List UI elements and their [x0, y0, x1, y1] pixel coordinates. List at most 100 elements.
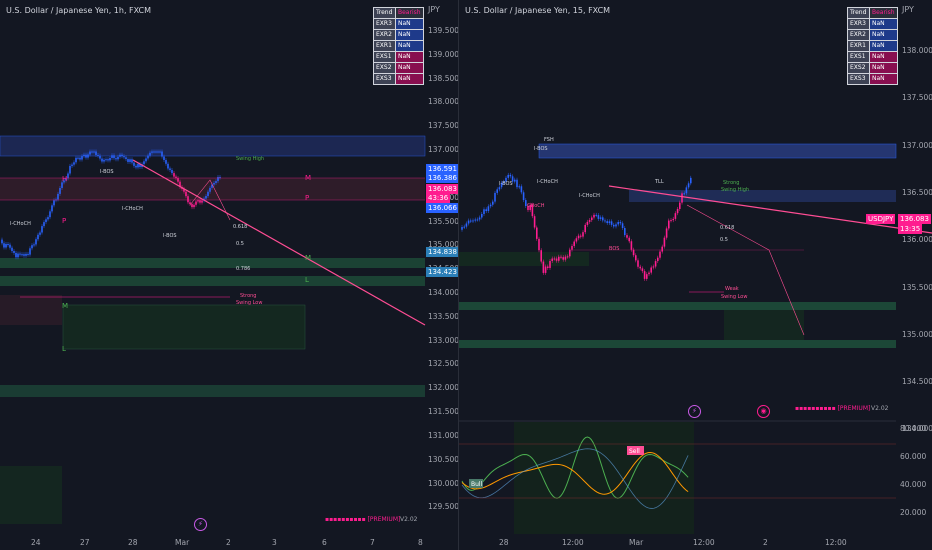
candle — [474, 220, 476, 221]
time-tick: 12:00 — [562, 538, 584, 547]
trend-value: NaN — [396, 41, 424, 52]
candle — [496, 189, 498, 193]
trend-value: NaN — [396, 74, 424, 85]
candle — [488, 206, 490, 211]
candle — [642, 268, 644, 271]
candle — [193, 205, 195, 207]
candle — [169, 168, 171, 170]
right-premium-label: ▪▪▪▪▪▪▪▪▪▪ [PREMIUM] — [795, 405, 870, 412]
osc-zone — [514, 422, 694, 534]
candle — [11, 248, 13, 251]
trend-key: EXS1 — [374, 52, 396, 63]
candle — [87, 154, 89, 157]
candle — [543, 262, 545, 273]
osc-tick: 20.000 — [900, 508, 926, 517]
trend-value: NaN — [870, 30, 898, 41]
lightning-icon[interactable]: ⚡ — [688, 405, 701, 418]
supply-zone — [0, 136, 425, 156]
fib-label: 0.618 — [233, 224, 247, 230]
trend-row: EXS2 NaN — [374, 63, 424, 74]
fib-label: 0.5 — [236, 241, 244, 247]
candle — [61, 182, 63, 188]
candle — [97, 155, 99, 156]
candle — [119, 155, 121, 157]
candle — [41, 226, 43, 232]
candle — [672, 219, 674, 220]
record-icon[interactable]: ◉ — [757, 405, 770, 418]
candle — [582, 232, 584, 236]
right-chart-pane[interactable]: FSH I-BOS I-BOS I-CHoCH I-CHoCH CHoCH BOS TLL St… — [459, 0, 932, 550]
price-tick: 129.500 — [428, 502, 459, 511]
price-tick: 130.500 — [428, 455, 459, 464]
candle — [657, 258, 659, 261]
candle — [631, 241, 633, 249]
candle — [483, 209, 485, 214]
price-tick: 137.500 — [902, 93, 932, 102]
candle — [89, 151, 91, 154]
candle — [580, 236, 582, 237]
price-tick: 138.000 — [902, 46, 932, 55]
candle — [145, 158, 147, 161]
candle — [602, 217, 604, 220]
candle — [686, 187, 688, 193]
trend-value: Bearish — [396, 8, 424, 19]
demand-zone — [0, 258, 425, 268]
trend-key: EXR3 — [374, 19, 396, 30]
right-countdown-tag: 13:35 — [898, 224, 922, 234]
trend-row: EXR1 NaN — [848, 41, 898, 52]
candle — [15, 253, 17, 257]
candle — [545, 266, 547, 272]
candle — [591, 218, 593, 221]
demand-zone — [459, 340, 896, 348]
candle — [137, 164, 139, 168]
trend-value: NaN — [870, 41, 898, 52]
price-tick: 135.500 — [902, 283, 932, 292]
candle — [43, 222, 45, 226]
lightning-icon[interactable]: ⚡ — [194, 518, 207, 531]
candle — [93, 151, 95, 152]
candle — [633, 250, 635, 255]
candle — [47, 217, 49, 219]
time-tick: Mar — [175, 538, 189, 547]
price-tag: 136.386 — [426, 173, 459, 183]
candle — [470, 221, 472, 222]
candle — [461, 227, 463, 230]
candle — [159, 151, 161, 152]
trend-value: NaN — [396, 19, 424, 30]
candle — [499, 187, 501, 189]
price-tick: 133.500 — [428, 312, 459, 321]
candle — [485, 209, 487, 211]
candle — [573, 242, 575, 246]
marker-l: L — [62, 345, 66, 353]
candle — [514, 180, 516, 182]
candle — [613, 225, 615, 227]
bos-label: BOS — [609, 246, 619, 252]
candle — [463, 227, 465, 228]
candle — [101, 159, 103, 162]
candle — [551, 259, 553, 261]
candle — [81, 156, 83, 159]
candle — [609, 221, 611, 223]
trend-key: EXR2 — [848, 30, 870, 41]
candle — [127, 159, 129, 162]
candle — [95, 151, 97, 154]
candle — [105, 159, 107, 160]
trend-value: NaN — [870, 52, 898, 63]
candle — [165, 160, 167, 164]
candle — [472, 220, 474, 221]
left-chart-pane[interactable]: Swing High I-BOS I-CHoCH I-BOS I-CHoCH 0.618 0… — [0, 0, 459, 550]
trend-row: EXR2 NaN — [374, 30, 424, 41]
candle — [661, 247, 663, 252]
price-tag: 134.423 — [426, 267, 459, 277]
trend-row: EXS2 NaN — [848, 63, 898, 74]
trend-row: EXR3 NaN — [374, 19, 424, 30]
candle — [589, 220, 591, 222]
right-currency-label: JPY — [902, 5, 914, 14]
candle — [622, 223, 624, 228]
candle — [121, 155, 123, 156]
candle — [650, 267, 652, 272]
discount-zone — [724, 310, 804, 340]
candle — [27, 254, 29, 255]
candle — [67, 173, 69, 178]
price-tick: 136.000 — [902, 235, 932, 244]
